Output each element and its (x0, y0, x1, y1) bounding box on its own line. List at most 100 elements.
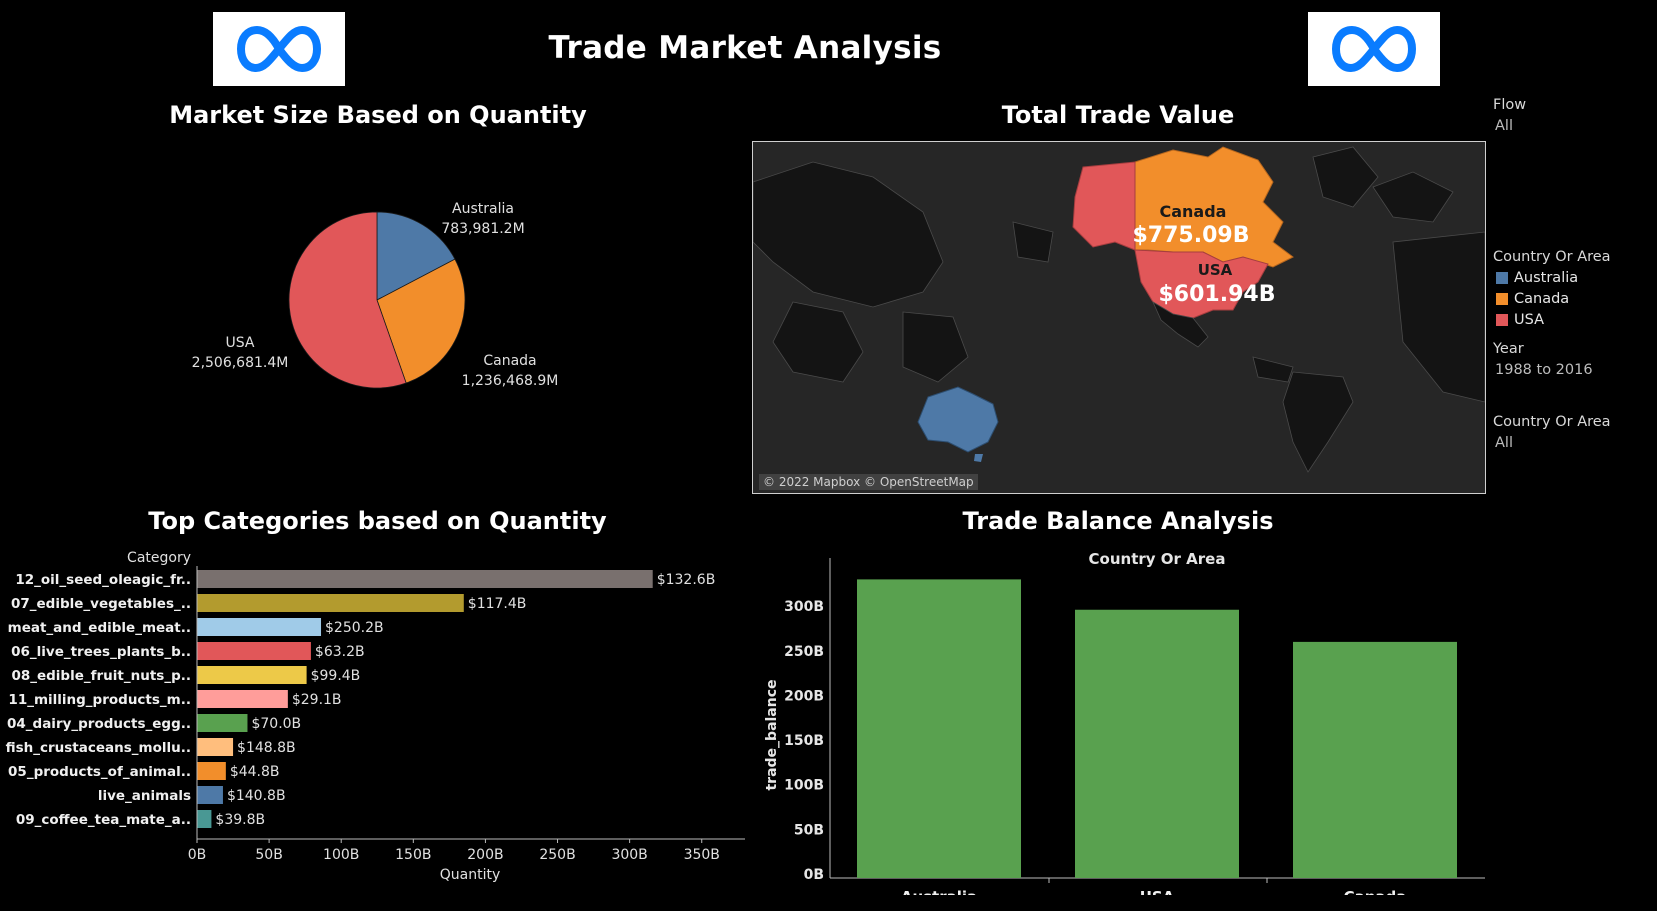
category-bar-value-label: $250.2B (325, 620, 384, 636)
category-label: 06_live_trees_plants_b.. (11, 644, 191, 660)
y-tick-label: 250B (784, 644, 824, 660)
x-tick-label: 150B (395, 847, 431, 863)
map-label-usa-name: USA (1198, 261, 1233, 279)
category-label: 12_oil_seed_oleagic_fr.. (15, 572, 191, 588)
trade-value-map[interactable]: Canada $775.09B USA $601.94B © 2022 Mapb… (752, 141, 1486, 494)
category-label: 04_dairy_products_egg.. (7, 716, 191, 732)
x-tick-label: 200B (467, 847, 503, 863)
y-tick-label: 100B (784, 778, 824, 794)
market-size-pie-chart: Australia 783,981.2M Canada 1,236,468.9M USA… (192, 201, 559, 389)
dashboard-title: Trade Market Analysis (548, 30, 942, 66)
x-tick-label: 0B (188, 847, 207, 863)
category-axis-header: Category (127, 550, 191, 566)
trade-balance-bar[interactable] (1293, 641, 1457, 878)
pie-label-name: Canada (483, 353, 536, 369)
legend-label: USA (1514, 312, 1545, 328)
category-bar-value-label: $29.1B (292, 692, 342, 708)
category-label: 07_edible_vegetables_.. (11, 596, 191, 612)
pie-slice-canada[interactable] (376, 258, 466, 384)
x-tick-label: 100B (323, 847, 359, 863)
category-label: 09_coffee_tea_mate_a.. (16, 812, 191, 828)
map-label-canada-value: $775.09B (1133, 223, 1250, 248)
x-tick-label: 250B (539, 847, 575, 863)
y-tick-label: 300B (784, 599, 824, 615)
y-axis-title: trade_balance (764, 679, 780, 790)
map-attribution: © 2022 Mapbox © OpenStreetMap (759, 474, 978, 490)
category-bar[interactable] (197, 690, 288, 708)
x-tick-label: 300B (611, 847, 647, 863)
category-bar[interactable] (197, 762, 226, 780)
category-bar[interactable] (197, 642, 311, 660)
map-title: Total Trade Value (1001, 101, 1235, 129)
legend-item-usa[interactable]: USA (1496, 312, 1544, 328)
category-label: fish_crustaceans_mollu.. (6, 740, 191, 756)
country-filter-value[interactable]: All (1495, 435, 1513, 451)
x-category-label: USA (1140, 888, 1175, 895)
x-tick-label: 350B (684, 847, 720, 863)
legend-item-australia[interactable]: Australia (1496, 270, 1578, 286)
category-bar-value-label: $132.6B (657, 572, 716, 588)
pie-label-name: USA (226, 335, 255, 351)
world-map: Canada $775.09B USA $601.94B (753, 142, 1485, 493)
category-label: 08_edible_fruit_nuts_p.. (11, 668, 191, 684)
category-label: live_animals (98, 788, 191, 804)
legend-swatch-canada (1496, 293, 1508, 305)
pie-label-value: 783,981.2M (441, 221, 524, 237)
y-tick-label: 0B (804, 867, 824, 883)
category-bar[interactable] (197, 810, 212, 828)
trade-balance-title: Trade Balance Analysis (962, 507, 1274, 535)
pie-slice-usa[interactable] (288, 211, 407, 389)
category-bar[interactable] (197, 618, 322, 636)
meta-logo-left (213, 12, 345, 86)
x-axis-title: Quantity (440, 867, 501, 883)
country-filter-label: Country Or Area (1493, 414, 1611, 430)
category-bar-value-label: $63.2B (315, 644, 365, 660)
category-bar-value-label: $70.0B (251, 716, 301, 732)
legend-swatch-australia (1496, 272, 1508, 284)
x-tick-label: 50B (255, 847, 282, 863)
australia-region (917, 386, 999, 453)
trade-balance-bar-chart: Country Or Area trade_balance 0B 50B 100B 150… (764, 550, 1485, 895)
alaska-region (1072, 161, 1136, 251)
pie-label-name: Australia (452, 201, 514, 217)
category-bar[interactable] (197, 786, 223, 804)
pie-slice-australia[interactable] (376, 211, 456, 301)
category-bar-value-label: $44.8B (230, 764, 280, 780)
top-categories-bar-chart: Category 12_oil_seed_oleagic_fr.. $132.6B 0… (6, 550, 745, 883)
category-bar[interactable] (197, 666, 307, 684)
category-bar-value-label: $140.8B (227, 788, 286, 804)
category-bar-chart-title: Top Categories based on Quantity (148, 507, 607, 535)
category-bar-value-label: $99.4B (311, 668, 361, 684)
flow-filter-label: Flow (1493, 97, 1527, 113)
meta-infinity-logo-icon (237, 26, 321, 72)
category-bar-value-label: $148.8B (237, 740, 296, 756)
legend-swatch-usa (1496, 314, 1508, 326)
category-bar[interactable] (197, 570, 653, 588)
trade-balance-bar[interactable] (857, 579, 1021, 878)
x-category-label: Canada (1344, 888, 1407, 895)
pie-label-value: 2,506,681.4M (192, 355, 289, 371)
trade-balance-bar[interactable] (1075, 609, 1239, 878)
flow-filter-value[interactable]: All (1495, 118, 1513, 134)
map-label-usa-value: $601.94B (1159, 282, 1276, 307)
y-tick-label: 200B (784, 688, 824, 704)
category-label: meat_and_edible_meat.. (8, 620, 191, 636)
year-filter-label: Year (1493, 341, 1524, 357)
legend-label: Canada (1514, 291, 1570, 307)
category-bar-value-label: $117.4B (468, 596, 527, 612)
legend-title: Country Or Area (1493, 249, 1611, 265)
meta-logo-right (1308, 12, 1440, 86)
pie-label-value: 1,236,468.9M (462, 373, 559, 389)
category-bar[interactable] (197, 738, 234, 756)
year-filter-value[interactable]: 1988 to 2016 (1495, 362, 1593, 378)
meta-infinity-logo-icon (1332, 26, 1416, 72)
category-bar[interactable] (197, 714, 248, 732)
map-label-canada-name: Canada (1160, 202, 1227, 221)
category-label: 05_products_of_animal.. (8, 764, 191, 780)
legend-item-canada[interactable]: Canada (1496, 291, 1569, 307)
category-bar[interactable] (197, 594, 464, 612)
y-tick-label: 150B (784, 733, 824, 749)
y-tick-label: 50B (794, 822, 824, 838)
x-category-label: Australia (901, 888, 977, 895)
pie-chart-title: Market Size Based on Quantity (169, 101, 587, 129)
